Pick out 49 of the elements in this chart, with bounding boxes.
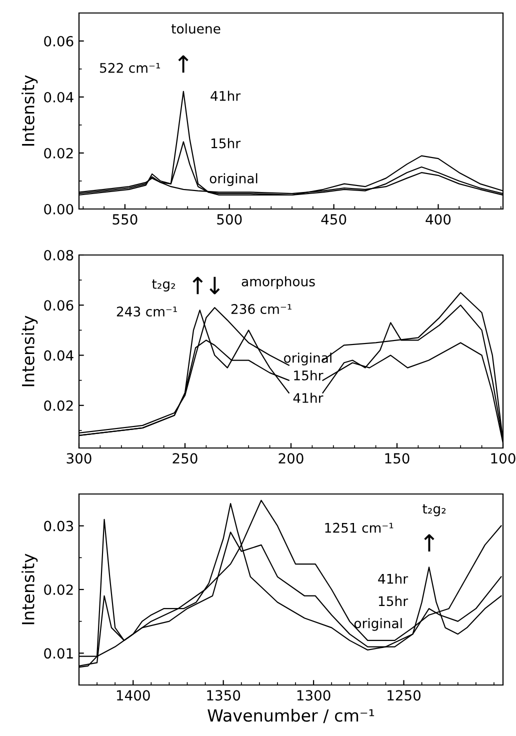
- y-tick-label: 0.00: [44, 204, 74, 214]
- annotation: amorphous: [242, 276, 315, 289]
- annotation: ↑: [424, 534, 434, 552]
- x-axis-title: Wavenumber / cm⁻¹: [208, 708, 374, 724]
- annotation: 15hr: [211, 138, 241, 148]
- y-tick-label: 0.08: [44, 250, 74, 260]
- x-tick-label: 550: [112, 214, 138, 225]
- y-tick-label: 0.06: [44, 36, 74, 46]
- y-tick-label: 0.01: [44, 648, 73, 659]
- annotation: 41hr: [210, 90, 241, 101]
- y-axis-title: Intensity: [22, 316, 38, 386]
- x-tick-label: 1400: [116, 690, 150, 701]
- x-tick-label: 300: [66, 453, 92, 464]
- annotation: original: [210, 173, 258, 186]
- x-tick-label: 200: [278, 453, 304, 464]
- x-tick-label: 250: [172, 453, 198, 464]
- y-tick-label: 0.06: [44, 300, 74, 311]
- annotation: toluene: [171, 23, 220, 34]
- x-tick-label: 400: [426, 214, 451, 225]
- annotation: 41hr: [293, 392, 324, 403]
- annotation: ↓: [210, 276, 220, 294]
- x-tick-label: 1350: [207, 690, 240, 701]
- annotation: original: [354, 618, 402, 631]
- annotation: 522 cm⁻¹: [100, 62, 160, 73]
- x-tick-label: 1300: [297, 690, 330, 701]
- y-tick-label: 0.04: [44, 350, 74, 361]
- x-tick-label: 150: [385, 453, 410, 464]
- annotation: 1251 cm⁻¹: [325, 522, 394, 533]
- y-axis-title: Intensity: [22, 554, 38, 624]
- annotation: ↑: [192, 276, 203, 294]
- annotation: 15hr: [378, 596, 408, 606]
- y-tick-label: 0.04: [44, 92, 74, 102]
- y-tick-label: 0.02: [44, 148, 73, 158]
- x-tick-label: 450: [321, 214, 346, 225]
- annotation: 236 cm⁻¹: [231, 304, 292, 314]
- annotation: original: [284, 352, 332, 366]
- y-axis-title: Intensity: [22, 75, 38, 146]
- x-tick-label: 100: [491, 453, 516, 464]
- x-tick-label: 1250: [388, 690, 421, 701]
- annotation: ↑: [178, 55, 188, 73]
- annotation: 41hr: [378, 574, 408, 584]
- annotation: 243 cm⁻¹: [116, 306, 177, 317]
- annotation: t₂g₂: [152, 279, 176, 292]
- y-tick-label: 0.02: [44, 400, 73, 411]
- annotation: 15hr: [294, 370, 324, 380]
- x-tick-label: 500: [217, 214, 242, 225]
- y-tick-label: 0.03: [44, 520, 74, 532]
- annotation: t₂g₂: [422, 504, 446, 516]
- y-tick-label: 0.02: [44, 584, 73, 595]
